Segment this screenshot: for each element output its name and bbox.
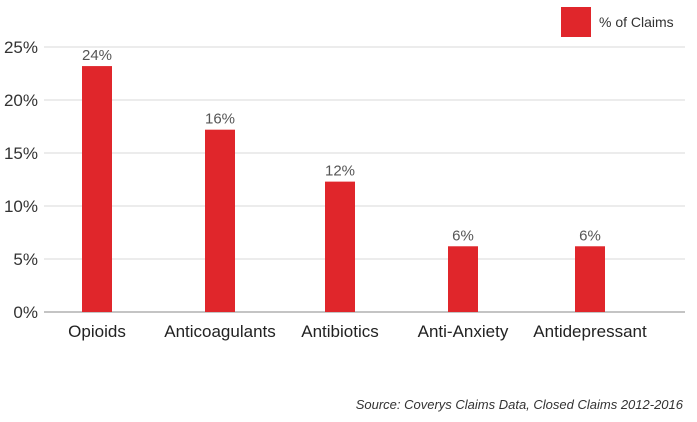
legend-swatch (561, 7, 591, 37)
y-tick-label: 15% (4, 144, 38, 163)
y-tick-label: 5% (13, 250, 38, 269)
y-tick-label: 0% (13, 303, 38, 322)
source-note: Source: Coverys Claims Data, Closed Clai… (356, 397, 684, 412)
data-label: 6% (579, 227, 601, 244)
y-tick-label: 25% (4, 38, 38, 57)
x-category-label: Anti-Anxiety (418, 322, 509, 341)
data-labels: 24% 16% 12% 6% 6% (82, 47, 601, 244)
y-axis-ticks: 0% 5% 10% 15% 20% 25% (4, 38, 38, 322)
bar-antibiotics (325, 181, 355, 312)
bar-anti-anxiety (448, 246, 478, 312)
y-tick-label: 20% (4, 91, 38, 110)
bar-anticoagulants (205, 129, 235, 312)
y-tick-label: 10% (4, 197, 38, 216)
data-label: 24% (82, 47, 112, 64)
legend-label: % of Claims (599, 14, 674, 30)
bars (82, 66, 605, 312)
bar-antidepressant (575, 246, 605, 312)
data-label: 6% (452, 227, 474, 244)
x-category-label: Anticoagulants (164, 322, 276, 341)
x-category-label: Opioids (68, 322, 126, 341)
x-axis-categories: Opioids Anticoagulants Antibiotics Anti-Anx… (68, 322, 647, 341)
data-label: 16% (205, 111, 235, 128)
legend: % of Claims (561, 7, 674, 37)
x-category-label: Antidepressant (533, 322, 647, 341)
bar-opioids (82, 66, 112, 312)
data-label: 12% (325, 163, 355, 180)
x-category-label: Antibiotics (301, 322, 378, 341)
